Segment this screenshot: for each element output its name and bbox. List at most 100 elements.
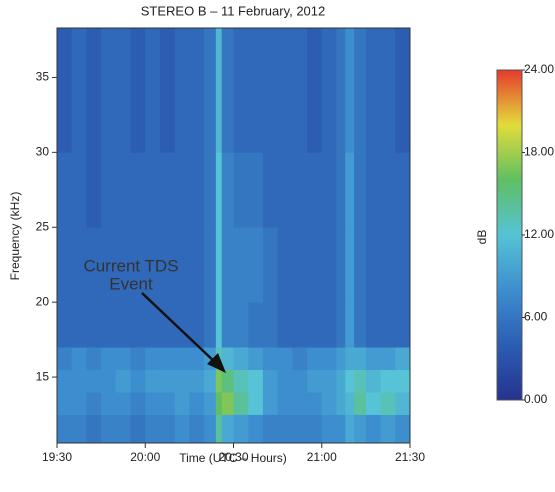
heatmap-cell <box>262 392 279 415</box>
annotation-text: Current TDS <box>83 256 178 275</box>
heatmap-cell <box>380 369 396 393</box>
heatmap-cell <box>321 347 337 370</box>
heatmap-cell <box>215 227 223 303</box>
heatmap-cell <box>233 392 249 415</box>
heatmap-cell <box>307 414 323 444</box>
heatmap-cell <box>354 369 367 393</box>
colorbar-label: dB <box>475 230 489 245</box>
heatmap-cell <box>204 152 217 228</box>
heatmap-cell <box>57 414 73 444</box>
heatmap-cell <box>277 28 293 153</box>
heatmap-cell <box>336 414 346 444</box>
heatmap-cell <box>354 152 367 228</box>
heatmap-cell <box>277 414 293 444</box>
heatmap-cell <box>57 28 73 153</box>
heatmap-cell <box>130 302 146 348</box>
heatmap-cell <box>380 414 396 444</box>
heatmap-cell <box>292 392 308 415</box>
heatmap-cell <box>248 227 264 303</box>
heatmap-cell <box>189 347 205 370</box>
annotation-arrow <box>141 292 219 366</box>
heatmap-cell <box>174 414 190 444</box>
heatmap-cell <box>145 347 161 370</box>
heatmap-cell <box>221 347 234 370</box>
heatmap-cell <box>395 369 411 393</box>
heatmap-cell <box>174 392 190 415</box>
heatmap-cell <box>71 392 87 415</box>
colorbar-tick-label: 0.00 <box>524 392 548 406</box>
heatmap-cell <box>145 302 161 348</box>
heatmap-cell <box>233 227 249 303</box>
heatmap-cell <box>336 28 346 153</box>
heatmap-cell <box>307 152 323 228</box>
colorbar-tick-label: 24.00 <box>524 62 554 76</box>
heatmap-cell <box>395 414 411 444</box>
colorbar-tick-label: 18.00 <box>524 145 554 159</box>
heatmap-cell <box>321 28 337 153</box>
heatmap-cell <box>262 28 279 153</box>
heatmap-cell <box>233 369 249 393</box>
heatmap-cell <box>145 227 161 303</box>
heatmap-cell <box>71 227 87 303</box>
heatmap-cell <box>57 152 73 228</box>
heatmap-cell <box>204 302 217 348</box>
heatmap-cell <box>307 302 323 348</box>
annotation-arrowhead <box>207 353 226 373</box>
heatmap-cell <box>321 392 337 415</box>
heatmap-cell <box>248 302 264 348</box>
heatmap-cell <box>145 28 161 153</box>
heatmap-cell <box>86 28 102 153</box>
colorbar-tick-label: 6.00 <box>524 310 548 324</box>
heatmap-cell <box>365 302 381 348</box>
heatmap-cell <box>57 392 73 415</box>
colorbar <box>496 69 523 401</box>
heatmap-cell <box>307 28 323 153</box>
heatmap-cell <box>292 28 308 153</box>
heatmap-cell <box>248 369 264 393</box>
heatmap-cell <box>321 302 337 348</box>
heatmap-cell <box>395 392 411 415</box>
heatmap-cell <box>145 392 161 415</box>
x-tick-label: 21:30 <box>395 450 425 464</box>
heatmap-cell <box>233 414 249 444</box>
heatmap-cell <box>354 28 367 153</box>
heatmap-cell <box>174 152 190 228</box>
heatmap-cell <box>189 369 205 393</box>
y-tick-label: 20 <box>36 294 50 308</box>
heatmap-cell <box>159 28 176 153</box>
heatmap-cell <box>101 392 117 415</box>
heatmap-cell <box>365 227 381 303</box>
x-tick-label: 20:00 <box>130 450 160 464</box>
heatmap-cell <box>71 152 87 228</box>
heatmap-cell <box>159 227 176 303</box>
heatmap-cell <box>115 392 131 415</box>
heatmap-cell <box>345 347 355 370</box>
heatmap-cell <box>262 152 279 228</box>
heatmap-cell <box>115 152 131 228</box>
heatmap-cell <box>277 227 293 303</box>
heatmap-cell <box>130 414 146 444</box>
heatmap-cell <box>277 369 293 393</box>
heatmap-cell <box>345 152 355 228</box>
heatmap-cell <box>345 414 355 444</box>
heatmap-cell <box>248 392 264 415</box>
heatmap-cell <box>101 369 117 393</box>
heatmap-cell <box>221 392 234 415</box>
heatmap-cell <box>354 392 367 415</box>
heatmap-cell <box>345 392 355 415</box>
heatmap-cell <box>221 302 234 348</box>
heatmap-cell <box>174 227 190 303</box>
heatmap-cell <box>159 347 176 370</box>
annotation-text: Event <box>109 274 153 293</box>
heatmap-cell <box>57 227 73 303</box>
heatmap-cell <box>57 347 73 370</box>
heatmap-cell <box>86 414 102 444</box>
y-axis-label: Frequency (kHz) <box>8 192 22 281</box>
heatmap-cell <box>71 347 87 370</box>
heatmap-cell <box>57 369 73 393</box>
heatmap-cell <box>354 414 367 444</box>
heatmap-cell <box>233 302 249 348</box>
heatmap-cell <box>221 414 234 444</box>
heatmap-cell <box>71 302 87 348</box>
heatmap-cell <box>174 347 190 370</box>
